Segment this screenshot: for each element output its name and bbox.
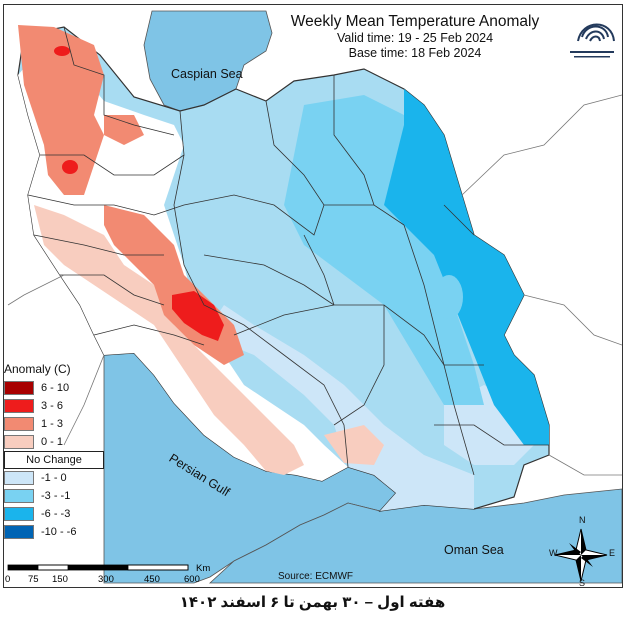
legend-swatch [4,507,34,521]
scale-bar-graphic [7,564,189,571]
scale-tick: 150 [52,574,68,585]
compass-n: N [579,515,586,525]
zone-0-1 [34,205,304,475]
persian-footer-caption: هفته اول – ۳۰ بهمن تا ۶ اسفند ۱۴۰۲ [179,594,446,611]
oman-sea [208,488,622,584]
scale-bar: 0 75 150 300 450 600 Km [4,563,214,585]
compass-rose-graphic [554,528,608,582]
caspian-sea-label: Caspian Sea [171,67,243,81]
legend-swatch [4,381,34,395]
legend-item: -3 - -1 [4,487,116,505]
valid-time: Valid time: 19 - 25 Feb 2024 [336,31,494,45]
base-time: Base time: 18 Feb 2024 [348,46,482,60]
legend-title: Anomaly (C) [4,362,71,376]
legend-item: -6 - -3 [4,505,116,523]
map-title-block: Weekly Mean Temperature Anomaly Valid ti… [250,12,580,61]
map-frame: Caspian Sea Persian Gulf Oman Sea N S E … [3,4,623,588]
compass-s: S [579,578,586,588]
compass-w: W [549,548,558,558]
oman-sea-label: Oman Sea [444,543,504,557]
legend-item: 3 - 6 [4,397,116,415]
zone-minus1-0 [204,305,474,511]
compass-e: E [609,548,616,558]
legend-item: -1 - 0 [4,469,116,487]
legend-swatch [4,525,34,539]
scale-tick: 75 [28,574,39,585]
legend-swatch [4,489,34,503]
institute-logo-icon [570,23,615,58]
legend-swatch [4,399,34,413]
scale-tick: 300 [98,574,114,585]
source-credit: Source: ECMWF [278,571,354,582]
legend-item: 1 - 3 [4,415,116,433]
zone-minus3-minus1 [284,95,484,405]
scale-tick: 600 [184,574,200,585]
legend-swatch: No Change [4,451,104,469]
scale-unit: Km [196,563,211,574]
legend-swatch [4,417,34,431]
legend-item: -10 - -6 [4,523,116,541]
legend-item: 6 - 10 [4,379,116,397]
map-title: Weekly Mean Temperature Anomaly [290,13,540,30]
legend-item: 0 - 1 [4,433,116,451]
zone-no-change [18,45,348,481]
anomaly-map [7,10,622,584]
legend: Anomaly (C) 6 - 10 3 - 6 1 - 3 0 - 1 No … [4,362,116,541]
legend-item: No Change [4,451,116,469]
legend-swatch [4,435,34,449]
zone-3-6 [172,291,224,341]
scale-tick: 450 [144,574,160,585]
zone-minus6-minus3 [384,89,549,445]
legend-swatch [4,471,34,485]
scale-tick: 0 [5,574,11,585]
